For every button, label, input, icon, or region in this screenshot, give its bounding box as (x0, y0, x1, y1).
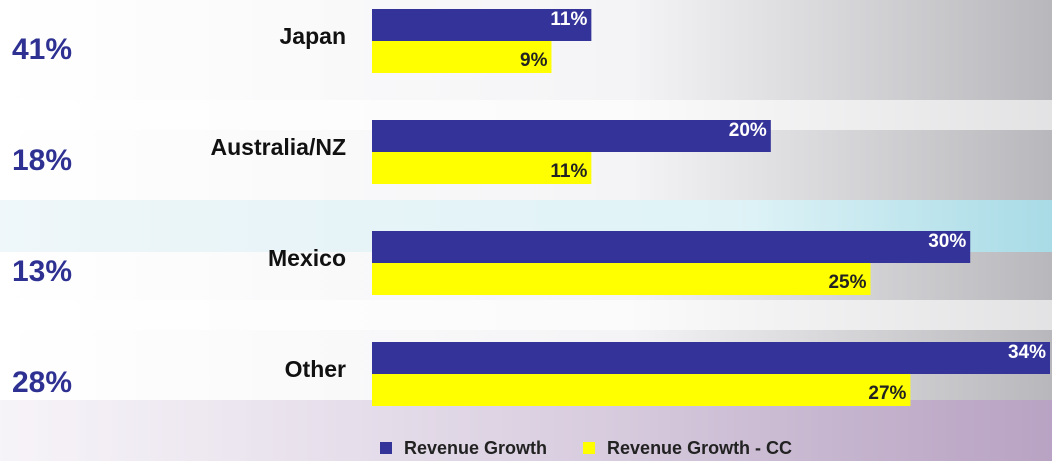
background-band (0, 300, 1052, 330)
value-label: 11% (550, 161, 587, 182)
share-label: 13% (12, 255, 72, 288)
value-label: 11% (550, 9, 587, 30)
value-label: 20% (729, 120, 767, 141)
bar (372, 120, 771, 152)
category-label: Japan (280, 23, 346, 49)
category-label: Mexico (268, 245, 346, 271)
bar (372, 231, 971, 263)
value-label: 25% (828, 272, 866, 293)
bar (372, 9, 592, 41)
value-label: 30% (928, 231, 966, 252)
share-label: 18% (12, 144, 72, 177)
category-label: Other (285, 356, 346, 382)
bar (372, 152, 592, 184)
legend-label: Revenue Growth (404, 438, 547, 458)
value-label: 9% (520, 50, 548, 71)
bar (372, 263, 871, 295)
bar (372, 342, 1050, 374)
legend-swatch (380, 442, 392, 454)
legend-label: Revenue Growth - CC (607, 438, 792, 458)
share-label: 41% (12, 33, 72, 66)
share-label: 28% (12, 366, 72, 399)
category-label: Australia/NZ (211, 134, 346, 160)
background-band (0, 400, 1052, 461)
value-label: 27% (868, 383, 906, 404)
legend-swatch (583, 442, 596, 454)
value-label: 34% (1008, 342, 1046, 363)
bar (372, 41, 552, 73)
bar (372, 374, 911, 406)
